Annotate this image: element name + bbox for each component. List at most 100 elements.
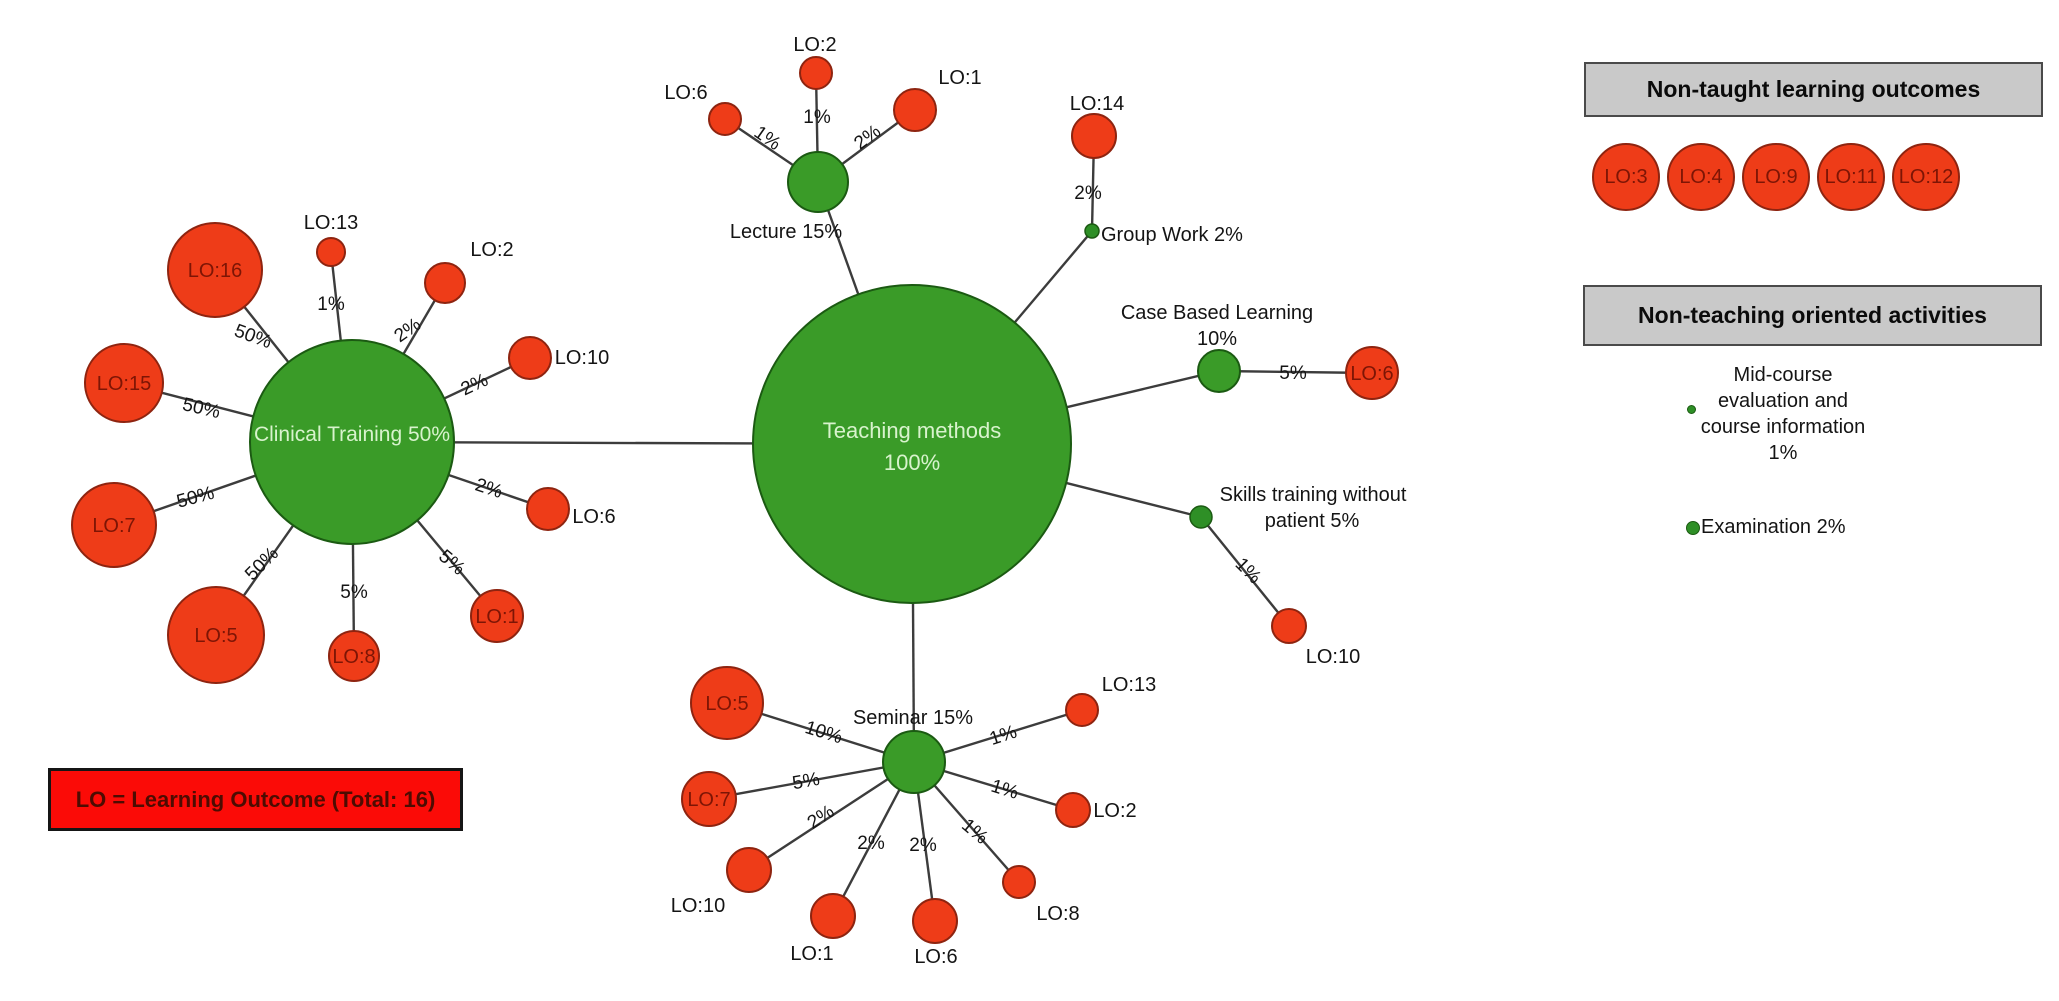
non-taught-outcomes-row: LO:3 LO:4 LO:9 LO:11 LO:12 [1592, 143, 1960, 211]
case-based-learning-label: Case Based Learning [1121, 302, 1313, 324]
edge-percent-label: 50% [174, 483, 216, 513]
cluster-clinical-training: Clinical Training 50% LO:16 50% LO:13 1%… [71, 212, 616, 684]
edge-percent-label: 2% [1074, 183, 1102, 204]
outcome-label: LO:1 [790, 943, 833, 965]
clinical-training-node [249, 339, 455, 545]
outcome-label: LO:2 [793, 34, 836, 56]
teaching-methods-node [752, 284, 1072, 604]
outcome-label: LO:6 [664, 82, 707, 104]
legend-box: LO = Learning Outcome (Total: 16) [48, 768, 463, 831]
outcome-label: LO:2 [470, 239, 513, 261]
edge-percent-label: 2% [472, 475, 505, 503]
group-work-label: Group Work 2% [1101, 224, 1243, 246]
outcome-node-lo3: LO:3 [1592, 143, 1660, 211]
outcome-label: LO:4 [1679, 165, 1723, 188]
outcome-node-lo5 [690, 666, 764, 740]
outcome-node-lo15 [84, 343, 164, 423]
teaching-methods-label-line2: 100% [884, 450, 940, 475]
outcome-label: LO:13 [304, 212, 358, 234]
skills-training-label-line2: patient 5% [1265, 510, 1360, 532]
edge-percent-label: 50% [180, 394, 222, 423]
edge-percent-label: 1% [987, 722, 1020, 750]
outcome-label: LO:7 [92, 515, 135, 537]
edge-line [708, 760, 915, 801]
edge-line [1200, 516, 1290, 627]
cluster-seminar: Seminar 15% LO:5 10% LO:7 5% LO:10 2% LO… [671, 666, 1156, 968]
outcome-node-lo6 [1345, 346, 1399, 400]
cluster-lecture: Lecture 15% LO:6 1% LO:2 1% LO:1 2% [664, 34, 981, 243]
outcome-node-lo10 [726, 847, 772, 893]
outcome-label: LO:3 [1604, 165, 1648, 188]
outcome-label: LO:14 [1070, 93, 1124, 115]
mid-course-label-line1: Mid-course [1733, 364, 1833, 386]
outcome-label: LO:5 [194, 625, 237, 647]
group-work-node [1084, 223, 1100, 239]
non-taught-outcomes-header: Non-taught learning outcomes [1584, 62, 2043, 117]
edge-percent-label: 2% [909, 835, 937, 856]
clinical-training-label: Clinical Training 50% [254, 423, 450, 446]
edge-percent-label: 2% [458, 370, 492, 401]
outcome-node-lo10 [1271, 608, 1307, 644]
edge-percent-label: 2% [850, 121, 885, 154]
teaching-methods-label-line1: Teaching methods [823, 418, 1002, 443]
edge-percent-label: 5% [340, 582, 368, 603]
outcome-node-lo12: LO:12 [1892, 143, 1960, 211]
outcome-label: LO:1 [938, 67, 981, 89]
lecture-node [787, 151, 849, 213]
outcome-node-lo7 [71, 482, 157, 568]
case-based-learning-node [1197, 349, 1241, 393]
outcome-node-lo14 [1071, 113, 1117, 159]
lecture-label: Lecture 15% [730, 221, 843, 243]
seminar-label: Seminar 15% [853, 707, 973, 729]
outcome-label: LO:10 [671, 895, 725, 917]
outcome-node-lo7 [681, 771, 737, 827]
non-teaching-activities-header: Non-teaching oriented activities [1583, 285, 2042, 346]
mid-course-label-line4: 1% [1768, 442, 1798, 464]
legend-label: LO = Learning Outcome (Total: 16) [75, 786, 436, 812]
outcome-label: LO:8 [332, 646, 375, 668]
edge-percent-label: 5% [1279, 363, 1307, 384]
outcome-label: LO:2 [1093, 800, 1136, 822]
skills-training-label-line1: Skills training without [1220, 484, 1407, 506]
outcome-node-lo16 [167, 222, 263, 318]
edge-percent-label: 2% [804, 801, 839, 834]
outcome-node-lo5 [167, 586, 265, 684]
examination-node [1686, 520, 1700, 535]
outcome-node-lo4: LO:4 [1667, 143, 1735, 211]
outcome-node-lo9: LO:9 [1742, 143, 1810, 211]
edge-percent-label: 2% [391, 314, 426, 347]
outcome-label: LO:8 [1036, 903, 1079, 925]
outcome-node-lo13 [316, 237, 346, 267]
edge-percent-label: 1% [988, 776, 1021, 804]
mid-course-label-line3: course information [1700, 416, 1866, 438]
outcome-label: LO:11 [1824, 165, 1878, 188]
non-taught-outcomes-title: Non-taught learning outcomes [1646, 76, 1981, 102]
outcome-node-lo1 [893, 88, 937, 132]
edge-percent-label: 2% [857, 833, 885, 854]
outcome-node-lo6 [526, 487, 570, 531]
mid-course-node [1687, 405, 1696, 414]
edge-line [748, 760, 915, 872]
outcome-node-lo10 [508, 336, 552, 380]
outcome-node-lo1 [810, 893, 856, 939]
edge-percent-label: 10% [802, 717, 845, 748]
outcome-label: LO:10 [555, 347, 609, 369]
examination-label: Examination 2% [1701, 516, 1846, 538]
mid-course-label-line2: evaluation and [1717, 390, 1849, 412]
cluster-skills-training: Skills training without patient 5% LO:10… [1189, 484, 1407, 668]
edge-percent-label: 1% [317, 294, 345, 315]
outcome-label: LO:12 [1898, 165, 1954, 188]
outcome-label: LO:10 [1306, 646, 1360, 668]
outcome-label: LO:5 [705, 693, 748, 715]
examination-item: Examination 2% [1686, 516, 1846, 539]
non-teaching-activities-title: Non-teaching oriented activities [1638, 302, 1987, 328]
cluster-group-work: Group Work 2% LO:14 2% [1070, 93, 1243, 246]
outcome-label: LO:6 [914, 946, 957, 968]
outcome-label: LO:9 [1754, 165, 1798, 188]
seminar-node [882, 730, 946, 794]
edge-percent-label: 5% [791, 769, 822, 794]
central-node-group: Teaching methods 100% [752, 284, 1072, 604]
outcome-label: LO:13 [1102, 674, 1156, 696]
outcome-node-lo11: LO:11 [1817, 143, 1885, 211]
